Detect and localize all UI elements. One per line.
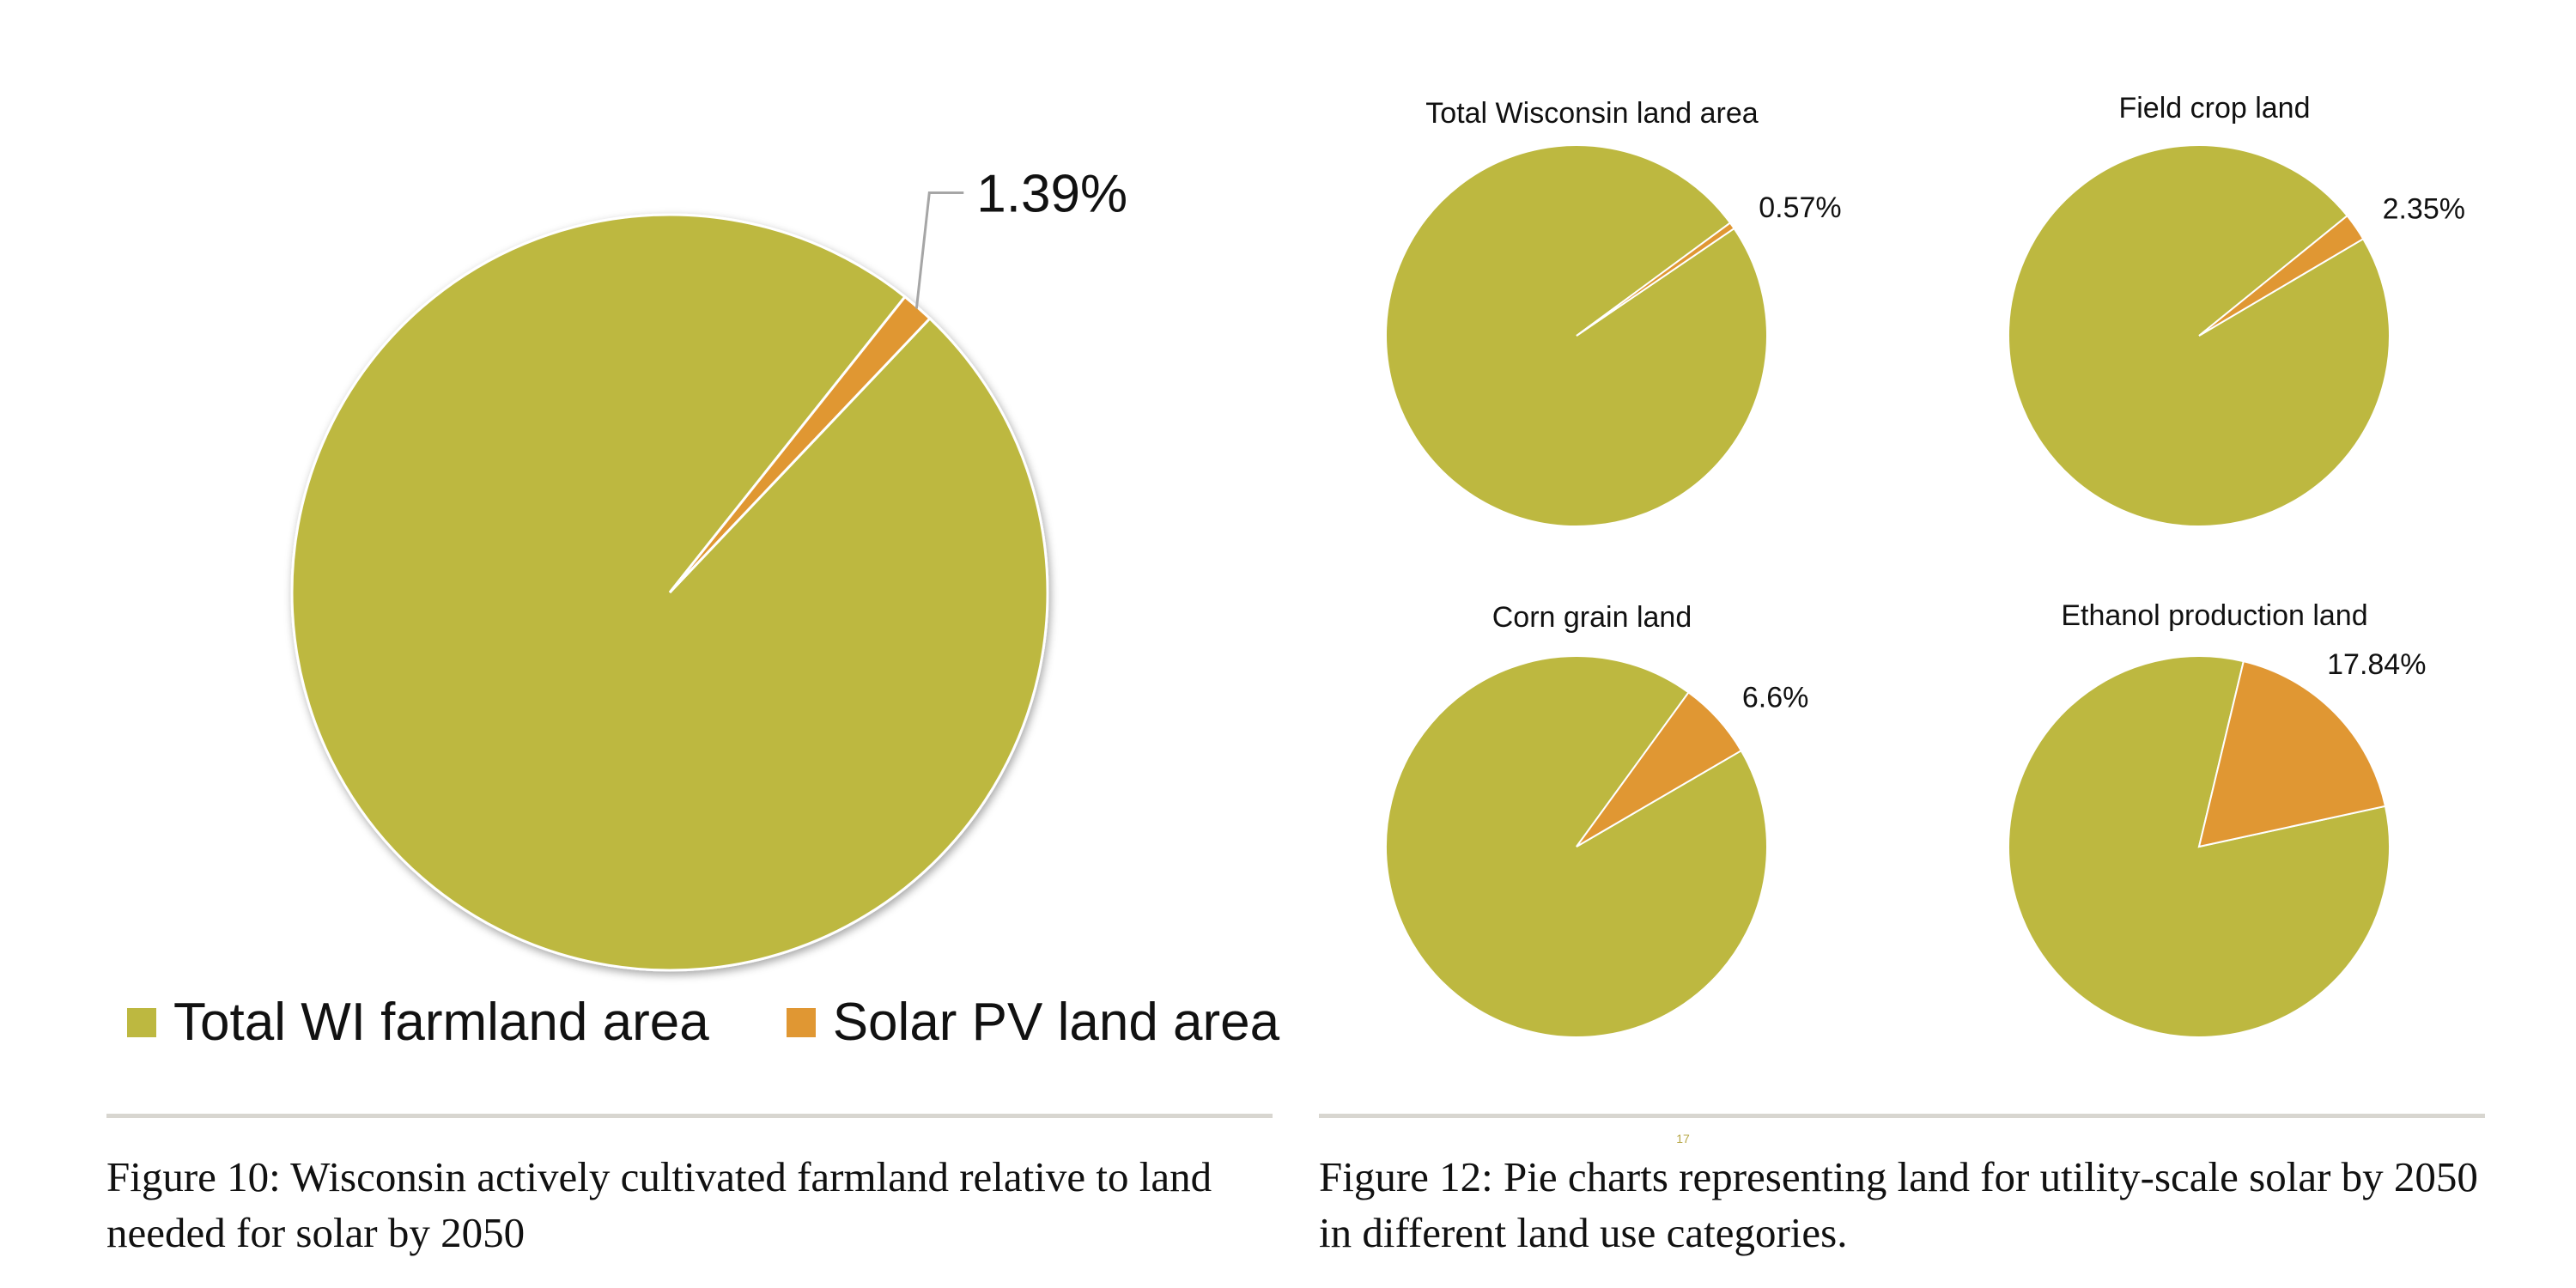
figure-10-caption: Figure 10: Wisconsin actively cultivated… (106, 1153, 1212, 1256)
data-label: 2.35% (2383, 193, 2465, 226)
fig10-legend: Total WI farmland area Solar PV land are… (127, 992, 1357, 1053)
legend-item-solar: Solar PV land area (786, 992, 1280, 1053)
legend-swatch-solar (786, 1007, 816, 1037)
pie-title-field-crop-land: Field crop land (2118, 92, 2311, 125)
pie-slice-solar (1576, 222, 1735, 337)
pie-slice-solar (2197, 659, 2387, 848)
page-number: 17 (1676, 1132, 1690, 1145)
data-label: 0.57% (1759, 191, 1841, 224)
pie-chart-corn-grain-land: 6.6% (1385, 655, 1808, 1038)
pie-title-ethanol-production-land: Ethanol production land (2061, 599, 2368, 632)
data-label: 6.6% (1742, 682, 1808, 714)
pie-title-corn-grain-land: Corn grain land (1492, 601, 1692, 634)
figure-12-caption: Figure 12: Pie charts representing land … (1319, 1153, 2478, 1256)
legend-item-farmland: Total WI farmland area (127, 992, 709, 1053)
data-label-leader-line (914, 191, 964, 309)
pie-slice-solar (2198, 214, 2365, 337)
pie-slice-solar (1576, 691, 1743, 848)
pie-chart-field-crop-land: 2.35% (2008, 144, 2465, 527)
caption-divider-right (1319, 1114, 2485, 1118)
caption-divider-left (106, 1114, 1273, 1118)
pie-chart-ethanol-production-land: 17.84% (2008, 648, 2426, 1038)
legend-label-solar: Solar PV land area (832, 993, 1280, 1052)
legend-label-farmland: Total WI farmland area (173, 993, 709, 1052)
fig10-pie-chart: 1.39% (290, 165, 1127, 972)
pie-chart-total-wisconsin-land: 0.57% (1384, 144, 1842, 527)
legend-swatch-farmland (127, 1007, 156, 1037)
data-label: 1.39% (976, 165, 1127, 224)
data-label: 17.84% (2327, 648, 2426, 681)
pie-title-total-wisconsin-land: Total Wisconsin land area (1425, 97, 1759, 130)
